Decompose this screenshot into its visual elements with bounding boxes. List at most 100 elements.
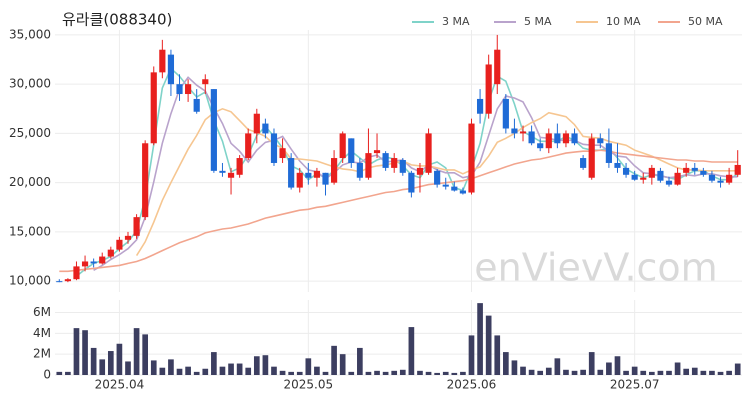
candle-body — [537, 143, 544, 149]
candle-body — [528, 131, 535, 144]
candle-body — [683, 167, 690, 173]
volume-bar — [434, 372, 440, 375]
candle-body — [245, 133, 252, 159]
volume-bar — [528, 369, 535, 375]
candle-body — [64, 279, 71, 282]
legend-label: 10 MA — [606, 15, 641, 28]
volume-bar — [142, 334, 149, 375]
chart-title: 유라클(088340) — [62, 11, 172, 29]
candle-body — [322, 172, 329, 185]
volume-bar — [709, 370, 715, 375]
volume-bar — [288, 371, 294, 375]
volume-bar — [202, 368, 209, 375]
candle-body — [365, 153, 372, 178]
candle-body — [124, 235, 132, 240]
candle-body — [313, 170, 321, 178]
candle-body — [545, 133, 552, 149]
candle-body — [253, 113, 260, 134]
candle-body — [399, 160, 406, 173]
volume-bar — [623, 370, 629, 375]
candle-body — [442, 184, 449, 187]
candle-body — [511, 128, 518, 134]
volume-bar — [228, 363, 234, 375]
candle-body — [434, 170, 441, 185]
candle-body — [605, 143, 612, 163]
candle-body — [142, 143, 149, 218]
volume-bar — [408, 327, 415, 375]
volume-bar — [726, 370, 732, 375]
volume-bar — [185, 366, 191, 375]
volume-bar — [262, 355, 269, 375]
candle-body — [219, 170, 226, 173]
volume-bar — [279, 370, 286, 375]
candle-body — [331, 158, 338, 183]
candle-body — [202, 79, 209, 85]
plot: 10,000 15,000 20,000 25,000 30,000 35,000 0 2M 4… — [9, 15, 741, 392]
candle-body — [408, 172, 415, 193]
volume-bar — [511, 360, 518, 375]
candle-body — [631, 174, 638, 180]
volume-bar — [90, 347, 97, 375]
y-tick-label: 25,000 — [9, 126, 51, 140]
volume-bar — [116, 343, 123, 375]
candle-body — [554, 133, 561, 144]
candle-body — [193, 98, 200, 112]
volume-tick-label: 4M — [33, 326, 51, 340]
volume-bar — [125, 361, 131, 375]
candle-body — [494, 49, 501, 85]
candle-body — [726, 174, 733, 183]
candle-body — [305, 172, 312, 178]
volume-bar — [236, 363, 243, 375]
candle-body — [81, 261, 89, 267]
legend-label: 50 MA — [688, 15, 723, 28]
volume-bar — [245, 367, 252, 375]
candle-body — [159, 49, 166, 73]
volume-bar — [640, 370, 647, 375]
volume-bar — [451, 372, 458, 375]
candle-body — [356, 162, 363, 178]
volume-bar — [520, 366, 526, 375]
volume-bar — [107, 351, 114, 375]
candle-body — [580, 158, 587, 168]
volume-bar — [374, 370, 380, 375]
x-tick-label: 2025.06 — [447, 378, 497, 392]
candle-body — [288, 158, 295, 188]
volume-bar — [537, 370, 544, 375]
candle-body — [562, 133, 570, 144]
y-tick-label: 35,000 — [9, 27, 51, 41]
candle-body — [150, 72, 157, 144]
volume-bar — [365, 371, 372, 375]
volume-bar — [253, 356, 260, 375]
volume-bar — [494, 335, 501, 375]
volume-bar — [588, 352, 595, 375]
legend-label: 5 MA — [524, 15, 552, 28]
candle-body — [382, 153, 389, 168]
y-tick-label: 10,000 — [9, 274, 51, 288]
y-tick-label: 20,000 — [9, 175, 51, 189]
volume-bar — [417, 370, 423, 375]
candle-body — [236, 158, 243, 175]
volume-bar — [159, 367, 166, 375]
volume-bar — [219, 366, 226, 375]
candle-body — [227, 172, 235, 178]
volume-tick-label: 0 — [43, 368, 51, 382]
candle-body — [648, 167, 655, 178]
volume-bar — [314, 366, 320, 375]
volume-bar — [322, 371, 329, 375]
volume-bar — [357, 347, 363, 375]
volume-bar — [683, 368, 690, 375]
candle-body — [459, 190, 466, 194]
candle-body — [588, 138, 595, 178]
watermark: enVievV.com — [474, 246, 717, 290]
candle-body — [133, 217, 140, 236]
candle-body — [296, 172, 303, 188]
volume-bar — [460, 371, 466, 375]
candle-body — [73, 266, 80, 280]
candle-body — [262, 123, 269, 134]
x-tick-label: 2025.04 — [95, 378, 145, 392]
candle-body — [476, 98, 484, 114]
candle-body — [597, 138, 604, 144]
candle-body — [391, 158, 398, 168]
